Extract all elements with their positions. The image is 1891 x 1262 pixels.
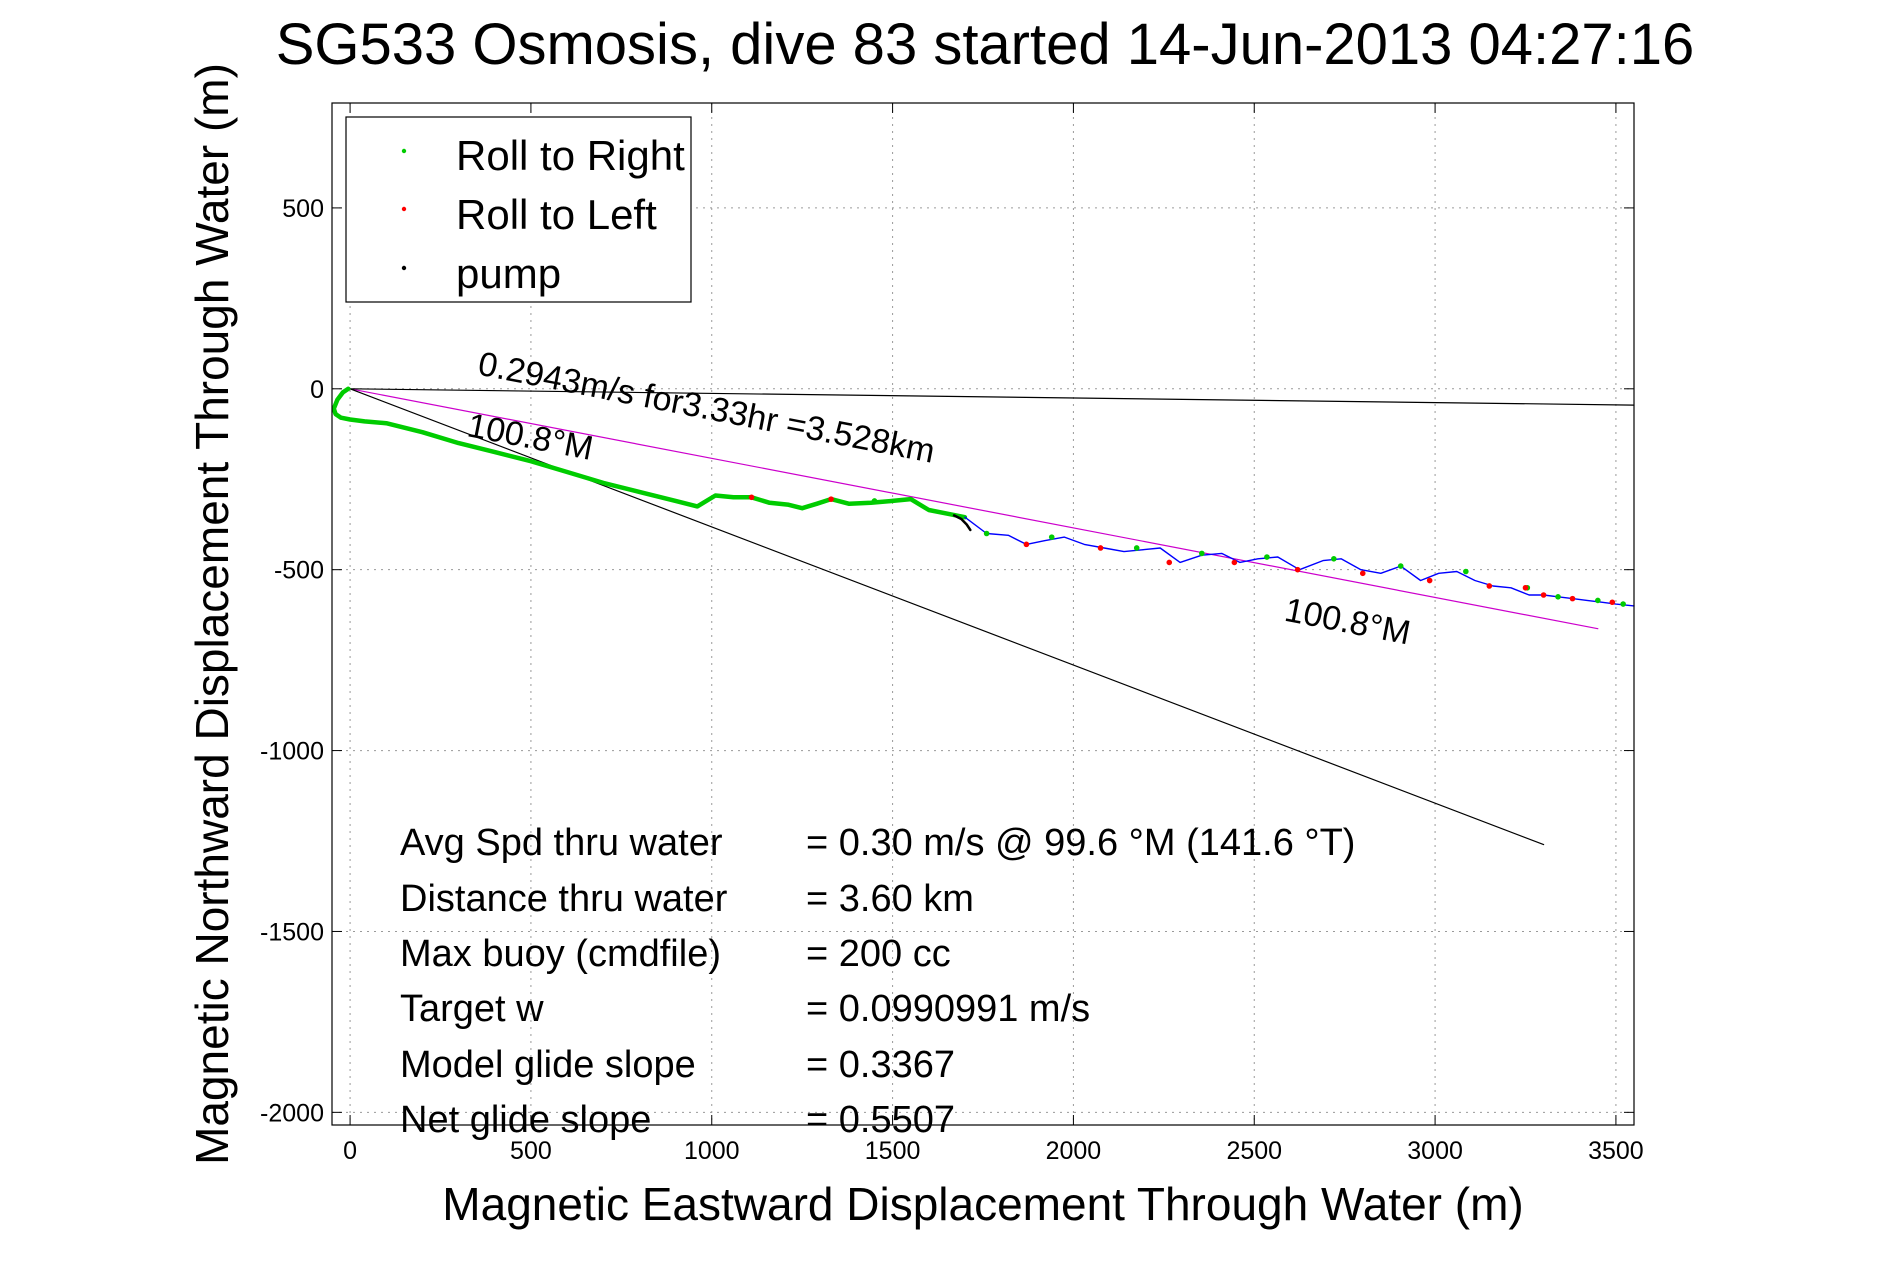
x-tick-label: 1500 — [865, 1137, 921, 1165]
roll-left-marker — [1294, 566, 1301, 573]
x-tick-label: 2500 — [1226, 1137, 1282, 1165]
stat-label: Model glide slope — [400, 1044, 696, 1086]
roll-right-marker — [1264, 554, 1270, 560]
x-tick-label: 500 — [510, 1137, 552, 1165]
series-line-track-green — [331, 386, 968, 520]
stat-label: Net glide slope — [400, 1099, 651, 1141]
x-tick-label: 3500 — [1588, 1137, 1644, 1165]
roll-right-marker — [983, 530, 990, 537]
legend-label-roll-left: Roll to Left — [456, 191, 657, 238]
plot-frame — [331, 102, 1635, 1126]
roll-left-marker — [1231, 559, 1238, 566]
roll-left-marker — [1097, 545, 1104, 551]
roll-right-marker — [1199, 550, 1205, 557]
legend: Roll to Right Roll to Left pump — [345, 116, 692, 303]
stat-label: Target w — [400, 988, 544, 1030]
series-line-reference-line-black-flat — [349, 388, 1635, 406]
roll-right-marker — [1397, 563, 1404, 569]
roll-left-marker — [1166, 559, 1173, 566]
y-tick-label: -1500 — [260, 918, 324, 946]
legend-label-pump: pump — [456, 250, 561, 297]
roll-right-marker — [1620, 601, 1626, 607]
y-tick-label: -500 — [274, 557, 324, 585]
roll-left-marker — [1569, 595, 1576, 602]
roll-left-marker — [1540, 592, 1547, 598]
stat-value: = 0.0990991 m/s — [806, 988, 1090, 1030]
stats-block: Avg Spd thru water = 0.30 m/s @ 99.6 °M (… — [400, 822, 1355, 1141]
roll-right-marker — [1048, 534, 1055, 540]
roll-right-marker — [1331, 556, 1337, 562]
x-tick-labels: 0 500 1000 1500 2000 2500 3000 3500 — [343, 1137, 1644, 1165]
y-tick-label: 500 — [282, 195, 324, 223]
roll-left-marker — [1486, 583, 1493, 589]
x-tick-label: 1000 — [684, 1137, 740, 1165]
x-tick-label: 2000 — [1046, 1137, 1102, 1165]
stat-label: Max buoy (cmdfile) — [400, 933, 721, 975]
roll-right-marker — [1463, 568, 1469, 575]
y-tick-label: -1000 — [260, 738, 324, 766]
roll-right-marker — [1555, 594, 1561, 600]
legend-label-roll-right: Roll to Right — [456, 132, 685, 179]
y-tick-label: -2000 — [260, 1099, 324, 1127]
roll-right-marker — [1133, 545, 1140, 551]
y-axis-label: Magnetic Northward Displacement Through … — [186, 63, 238, 1165]
stat-label: Avg Spd thru water — [400, 822, 723, 864]
stat-label: Distance thru water — [400, 878, 728, 920]
legend-swatch-roll-right — [401, 148, 407, 154]
series-line-pump-segment — [952, 514, 972, 532]
stat-value: = 200 cc — [806, 933, 951, 975]
roll-left-marker — [1426, 577, 1433, 584]
x-axis-label: Magnetic Eastward Displacement Through W… — [442, 1178, 1523, 1230]
roll-left-marker — [828, 496, 834, 502]
stat-value: = 0.3367 — [806, 1044, 955, 1086]
roll-markers — [748, 494, 1626, 607]
x-tick-label: 0 — [343, 1137, 357, 1165]
series-line-reference-line-magenta — [349, 388, 1599, 630]
stat-value: = 0.30 m/s @ 99.6 °M (141.6 °T) — [806, 822, 1355, 864]
chart-title: SG533 Osmosis, dive 83 started 14-Jun-20… — [276, 12, 1695, 77]
roll-left-marker — [1023, 541, 1030, 548]
y-tick-label: 0 — [310, 376, 324, 404]
legend-swatch-pump — [401, 265, 407, 271]
x-tick-label: 3000 — [1407, 1137, 1463, 1165]
roll-right-marker — [1595, 597, 1601, 604]
stat-value: = 3.60 km — [806, 878, 974, 920]
roll-left-marker — [1359, 570, 1366, 577]
roll-left-marker — [748, 494, 755, 501]
roll-left-marker — [1522, 584, 1529, 591]
roll-left-marker — [1609, 599, 1616, 606]
roll-right-marker — [871, 498, 878, 504]
y-tick-labels: 500 0 -500 -1000 -1500 -2000 — [260, 195, 324, 1127]
stat-value: = 0.5507 — [806, 1099, 955, 1141]
legend-swatch-roll-left — [401, 206, 407, 212]
